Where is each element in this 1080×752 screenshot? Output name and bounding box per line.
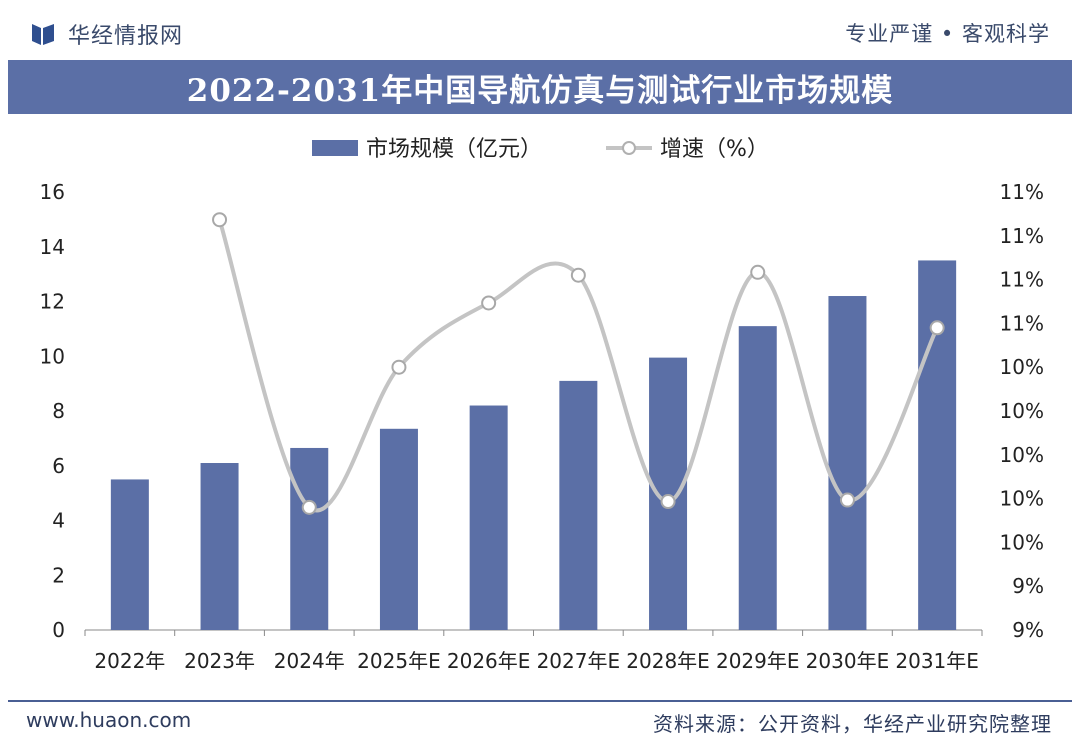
legend-marker-line xyxy=(622,141,636,155)
right-axis-tick-label: 9% xyxy=(1012,574,1044,598)
growth-rate-point xyxy=(929,320,945,336)
footer-source: 资料来源：公开资料，华经产业研究院整理 xyxy=(653,712,1052,736)
bar xyxy=(200,463,239,630)
top-bar: 华经情报网 专业严谨 • 客观科学 xyxy=(0,0,1080,60)
left-axis-tick-label: 12 xyxy=(40,290,65,314)
left-axis-tick-label: 8 xyxy=(52,399,65,423)
title-bar: 2022-2031年中国导航仿真与测试行业市场规模 xyxy=(8,60,1072,114)
chart-title: 2022-2031年中国导航仿真与测试行业市场规模 xyxy=(186,72,894,109)
x-axis-tick-label: 2028年E xyxy=(626,649,710,673)
right-axis-tick-label: 10% xyxy=(1000,443,1044,467)
left-axis-tick-label: 6 xyxy=(52,454,65,478)
right-axis-tick-label: 11% xyxy=(1000,268,1044,292)
growth-rate-point xyxy=(839,492,855,508)
x-axis-tick-label: 2024年 xyxy=(274,649,345,673)
growth-rate-point xyxy=(750,264,766,280)
bar xyxy=(559,380,598,630)
growth-rate-point xyxy=(301,499,317,515)
right-axis-tick-label: 11% xyxy=(1000,180,1044,204)
growth-rate-point xyxy=(212,212,228,228)
left-axis-tick-label: 4 xyxy=(52,509,65,533)
right-axis-tick-label: 11% xyxy=(1000,224,1044,248)
x-axis-tick-label: 2026年E xyxy=(447,649,531,673)
right-axis-tick-label: 9% xyxy=(1012,618,1044,642)
book-logo-icon xyxy=(32,24,54,45)
bar xyxy=(469,405,508,630)
growth-rate-point xyxy=(391,359,407,375)
left-axis-tick-label: 10 xyxy=(40,344,65,368)
bar xyxy=(649,357,688,630)
bar xyxy=(828,296,867,630)
bar xyxy=(290,447,329,630)
growth-rate-line xyxy=(217,219,939,513)
chart: 市场规模（亿元） 增速（%） 0 2 4 6 8 10 12 14 16 9% 9% 10% 10% 10% 1… xyxy=(40,137,1044,673)
footer-divider xyxy=(8,700,1072,702)
growth-rate-point xyxy=(660,494,676,510)
brand-name: 华经情报网 xyxy=(68,24,184,49)
left-axis-tick-label: 2 xyxy=(52,563,65,587)
slogan: 专业严谨 • 客观科学 xyxy=(845,22,1050,46)
brand-logo[interactable]: 华经情报网 xyxy=(30,18,183,50)
x-axis-tick-label: 2022年 xyxy=(94,649,165,673)
x-axis-tick-label: 2031年E xyxy=(895,649,979,673)
legend-label-bar: 市场规模（亿元） xyxy=(366,137,542,162)
bar xyxy=(918,260,957,630)
right-axis-tick-label: 10% xyxy=(1000,399,1044,423)
right-axis-tick-label: 10% xyxy=(1000,355,1044,379)
footer-website[interactable]: www.huaon.com xyxy=(26,708,192,732)
bar xyxy=(738,326,777,630)
x-axis-tick-label: 2025年E xyxy=(357,649,441,673)
right-axis-tick-label: 10% xyxy=(1000,530,1044,554)
left-axis-tick-label: 16 xyxy=(40,180,65,204)
x-axis-tick-label: 2023年 xyxy=(184,649,255,673)
legend-swatch-bar xyxy=(312,140,358,156)
legend-label-line: 增速（%） xyxy=(660,137,769,162)
growth-rate-point xyxy=(570,267,586,283)
left-axis-tick-label: 14 xyxy=(40,235,65,259)
right-axis-tick-label: 11% xyxy=(1000,311,1044,335)
growth-rate-point xyxy=(481,295,497,311)
right-axis-tick-label: 10% xyxy=(1000,487,1044,511)
bar xyxy=(379,428,418,630)
left-axis-tick-label: 0 xyxy=(52,618,65,642)
x-axis-tick-label: 2030年E xyxy=(806,649,890,673)
x-axis-tick-label: 2029年E xyxy=(716,649,800,673)
bar xyxy=(110,479,149,630)
x-axis-tick-label: 2027年E xyxy=(537,649,621,673)
